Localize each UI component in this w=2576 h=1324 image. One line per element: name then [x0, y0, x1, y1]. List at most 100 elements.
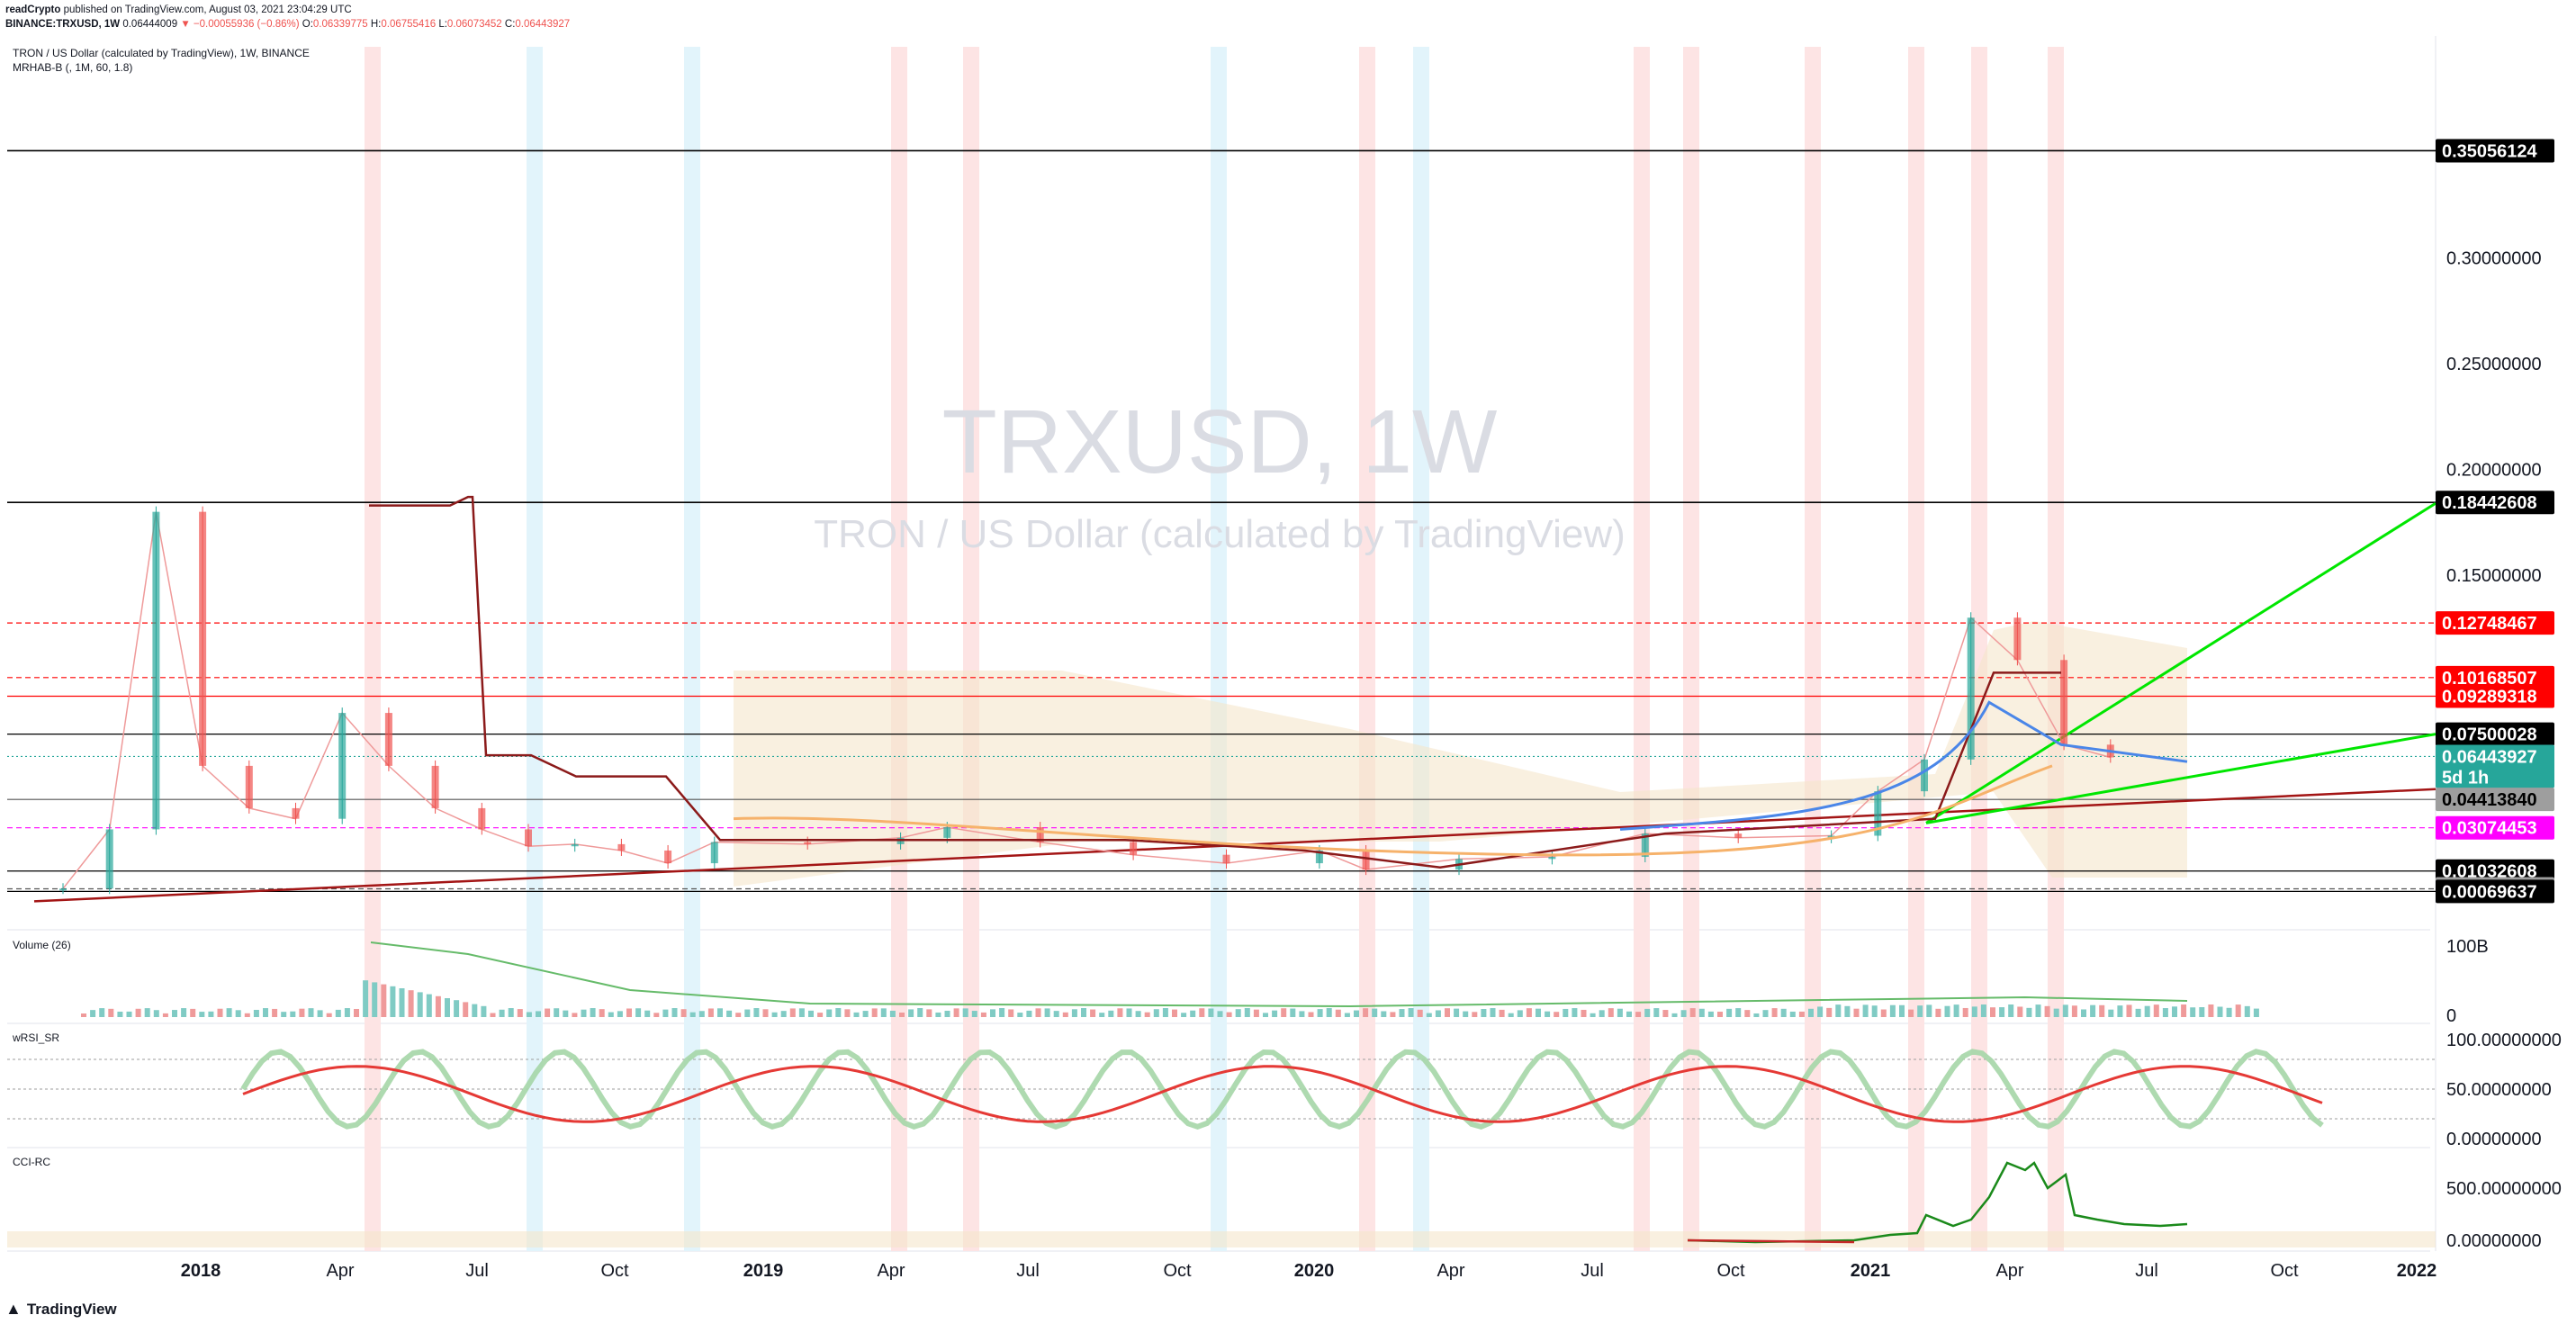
- volume-bar: [935, 1012, 941, 1017]
- close-label: C:: [504, 19, 516, 30]
- watermark-name: TRON / US Dollar (calculated by TradingV…: [814, 512, 1626, 556]
- volume-bar: [1481, 1008, 1487, 1017]
- volume-bar: [190, 1008, 196, 1017]
- volume-bar: [1554, 1012, 1560, 1017]
- volume-bar: [1190, 1010, 1196, 1017]
- volume-bar: [1536, 1008, 1541, 1017]
- volume-bar: [1617, 1008, 1623, 1017]
- time-axis-label: Oct: [1163, 1261, 1192, 1281]
- price-badge: 0.01032608: [2436, 859, 2554, 883]
- candle-body: [199, 511, 207, 766]
- volume-bar: [1590, 1013, 1596, 1017]
- candle-body: [105, 829, 113, 889]
- volume-bar: [2208, 1004, 2214, 1017]
- candle-body: [59, 888, 67, 891]
- volume-bar: [1835, 1004, 1842, 1017]
- time-axis-label: Apr: [326, 1261, 354, 1281]
- volume-bar: [81, 1013, 86, 1017]
- volume-bar: [99, 1008, 105, 1017]
- time-axis-label: Jul: [1016, 1261, 1040, 1281]
- volume-bar: [90, 1010, 96, 1017]
- time-axis-label: Apr: [877, 1261, 905, 1281]
- volume-bar: [1099, 1013, 1105, 1017]
- volume-bar: [2026, 1007, 2032, 1017]
- volume-bar: [1917, 1005, 1923, 1017]
- volume-ma: [370, 941, 2188, 1008]
- volume-bar: [1717, 1012, 1723, 1017]
- signal-stripe: [963, 47, 979, 1251]
- volume-bar: [1435, 1010, 1441, 1017]
- volume-bar: [1381, 1011, 1387, 1017]
- volume-bar: [172, 1010, 177, 1017]
- volume-bar: [1817, 1006, 1824, 1017]
- volume-bar: [445, 998, 450, 1017]
- candle-body: [1548, 857, 1556, 860]
- volume-bar: [1181, 1013, 1187, 1017]
- price-axis-tick: 0.20000000: [2446, 461, 2542, 481]
- time-axis-label: 2022: [2397, 1261, 2437, 1281]
- volume-bar: [1354, 1010, 1359, 1017]
- volume-bar: [1753, 1013, 1760, 1017]
- footer-brand: TradingView: [26, 1300, 117, 1318]
- candle-body: [1641, 833, 1649, 858]
- volume-bar: [1253, 1009, 1259, 1017]
- candle-body: [431, 765, 439, 808]
- indicator-legend: MRHAB-B (, 1M, 60, 1.8): [13, 61, 133, 74]
- volume-bar: [662, 1009, 669, 1017]
- low-value: 0.06073452: [446, 19, 502, 30]
- volume-bar: [1217, 1011, 1223, 1017]
- price-badge-bg: [2436, 788, 2554, 812]
- chart-legend-title: TRON / US Dollar (calculated by TradingV…: [13, 47, 310, 59]
- volume-bar: [1599, 1010, 1605, 1017]
- volume-bar: [817, 1013, 824, 1017]
- signal-stripe: [1971, 47, 1987, 1251]
- volume-bar: [735, 1013, 742, 1017]
- volume-bar: [317, 1010, 323, 1017]
- volume-bar: [2199, 1007, 2205, 1017]
- candle-body: [1827, 835, 1835, 838]
- tradingview-logo-icon: ▲: [5, 1300, 22, 1318]
- candle-body: [1130, 842, 1138, 855]
- volume-bar: [653, 1013, 660, 1017]
- volume-bar: [899, 1012, 905, 1017]
- candle-body: [1874, 791, 1882, 836]
- volume-bar: [990, 1009, 995, 1017]
- volume-bar: [1071, 1009, 1077, 1017]
- volume-bar: [1726, 1008, 1733, 1017]
- volume-bar: [126, 1011, 132, 1017]
- volume-bar: [1608, 1008, 1614, 1017]
- signal-stripe: [365, 47, 381, 1251]
- volume-bar: [2062, 1004, 2068, 1017]
- volume-bar: [944, 1010, 950, 1017]
- volume-bar: [536, 1011, 541, 1017]
- volume-pane-label: Volume (26): [13, 939, 71, 951]
- volume-bar: [290, 1011, 296, 1017]
- cci-pane-label: CCI-RC: [13, 1156, 50, 1168]
- time-axis-label: Jul: [2135, 1261, 2158, 1281]
- time-axis-label: 2018: [181, 1261, 221, 1281]
- volume-bar: [390, 986, 396, 1017]
- volume-bar: [917, 1008, 923, 1017]
- volume-bar: [680, 1009, 687, 1017]
- candle-body: [943, 827, 951, 838]
- volume-bar: [263, 1008, 268, 1017]
- volume-bar: [744, 1009, 751, 1017]
- cloud-band: [734, 621, 2187, 887]
- volume-bar: [1871, 1005, 1878, 1017]
- volume-bar: [1526, 1008, 1532, 1017]
- watermark-symbol: TRXUSD, 1W: [942, 392, 1498, 492]
- volume-bar: [1490, 1008, 1496, 1017]
- volume-bar: [499, 1009, 505, 1017]
- volume-bar: [1653, 1008, 1660, 1017]
- price-badge-text: 0.00069637: [2442, 882, 2537, 902]
- volume-bar: [1789, 1011, 1796, 1017]
- volume-bar: [635, 1008, 642, 1017]
- volume-bar: [417, 992, 423, 1017]
- volume-scale-top: 100B: [2446, 937, 2489, 957]
- volume-bar: [2053, 1008, 2059, 1017]
- volume-bar: [2235, 1004, 2241, 1017]
- volume-bar: [117, 1011, 123, 1017]
- volume-bar: [1635, 1012, 1642, 1017]
